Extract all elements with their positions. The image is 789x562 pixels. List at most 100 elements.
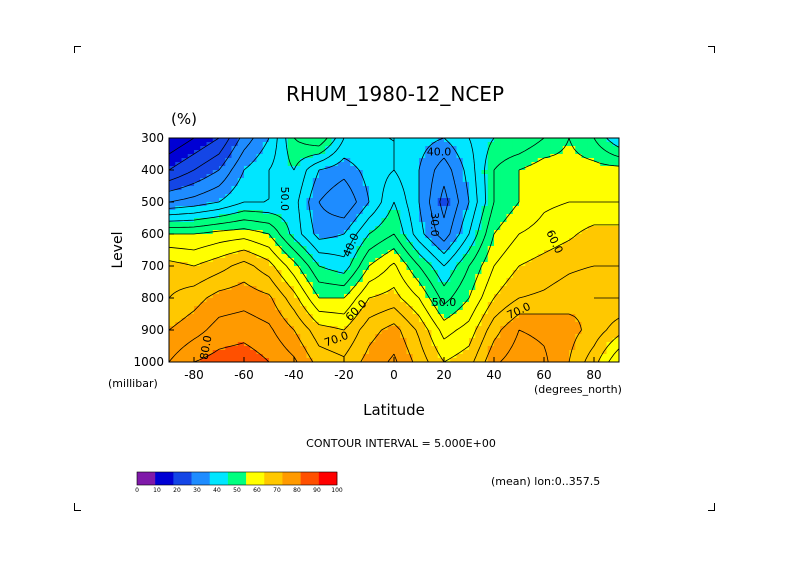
contour-cell (344, 354, 351, 359)
contour-cell (444, 318, 451, 323)
contour-cell (444, 186, 451, 191)
contour-cell (569, 322, 576, 327)
contour-cell (187, 234, 195, 239)
contour-cell (406, 266, 414, 271)
contour-cell (206, 162, 214, 167)
contour-cell (400, 170, 408, 175)
contour-cell (312, 286, 320, 291)
contour-lines (169, 138, 619, 362)
contour-cell (556, 158, 564, 163)
contour-cell (594, 194, 601, 199)
contour-cell (425, 286, 433, 291)
contour-cell (181, 234, 189, 239)
contour-cell (412, 150, 420, 155)
contour-cell (250, 218, 258, 223)
contour-cell (331, 214, 339, 219)
contour-cell (512, 186, 520, 191)
contour-cell (506, 294, 514, 299)
contour-cell (400, 338, 408, 343)
contour-cell (269, 166, 276, 171)
contour-cell (200, 226, 208, 231)
contour-cell (419, 170, 426, 175)
contour-cell (350, 262, 358, 267)
contour-cell (544, 166, 551, 171)
contour-cell (487, 310, 495, 315)
contour-cell (294, 186, 301, 191)
contour-cell (331, 318, 339, 323)
contour-cell (300, 250, 308, 255)
contour-cell (612, 186, 619, 191)
contour-cell (369, 330, 376, 335)
contour-cell (606, 350, 614, 355)
contour-cell (375, 154, 383, 159)
contour-cell (425, 346, 433, 351)
contour-cell (225, 222, 233, 227)
contour-cell (494, 182, 501, 187)
contour-cell (469, 150, 476, 155)
contour-cell (319, 202, 326, 207)
contour-cell (394, 234, 401, 239)
contour-cell (344, 174, 351, 179)
contour-cell (319, 242, 326, 247)
contour-cell (206, 278, 214, 283)
contour-cell (431, 178, 439, 183)
contour-cell (381, 158, 389, 163)
contour-cell (256, 150, 264, 155)
x-tick-label: -80 (184, 368, 204, 382)
contour-cell (481, 322, 489, 327)
contour-cell (237, 326, 245, 331)
contour-cell (212, 218, 220, 223)
contour-cell (575, 350, 583, 355)
contour-cell (575, 346, 583, 351)
contour-cell (281, 258, 289, 263)
contour-cell (181, 242, 189, 247)
contour-cell (206, 138, 214, 143)
contour-cell (169, 166, 176, 171)
contour-cell (494, 194, 501, 199)
contour-cell (294, 286, 301, 291)
contour-cell (287, 338, 295, 343)
contour-cell (400, 166, 408, 171)
contour-cell (431, 186, 439, 191)
contour-cell (256, 170, 264, 175)
contour-cell (462, 350, 470, 355)
contour-cell (500, 342, 508, 347)
contour-cell (325, 138, 333, 143)
contour-cell (525, 174, 533, 179)
contour-cell (331, 258, 339, 263)
x-axis-label: Latitude (363, 401, 425, 419)
contour-cell (456, 310, 464, 315)
contour-cell (437, 166, 445, 171)
contour-cell (306, 278, 314, 283)
contour-cell (231, 358, 239, 362)
contour-cell (387, 142, 395, 147)
contour-cell (506, 150, 514, 155)
contour-cell (325, 198, 333, 203)
contour-cell (319, 206, 326, 211)
contour-cell (519, 238, 526, 243)
contour-cell (506, 258, 514, 263)
contour-cell (437, 282, 445, 287)
contour-cell (169, 142, 176, 147)
contour-cell (444, 326, 451, 331)
contour-cell (231, 350, 239, 355)
contour-cell (306, 294, 314, 299)
contour-cell (581, 214, 589, 219)
contour-cell (412, 170, 420, 175)
contour-cell (406, 166, 414, 171)
contour-cell (419, 218, 426, 223)
contour-cell (456, 138, 464, 143)
contour-cell (544, 326, 551, 331)
contour-cell (594, 146, 601, 151)
contour-cell (544, 142, 551, 147)
contour-cell (244, 278, 251, 283)
contour-cell (262, 218, 270, 223)
contour-cell (406, 314, 414, 319)
contour-line (169, 138, 619, 287)
contour-cell (319, 250, 326, 255)
contour-cell (537, 222, 545, 227)
contour-cell (325, 254, 333, 259)
contour-cell (375, 162, 383, 167)
contour-cell (406, 350, 414, 355)
contour-cell (181, 154, 189, 159)
